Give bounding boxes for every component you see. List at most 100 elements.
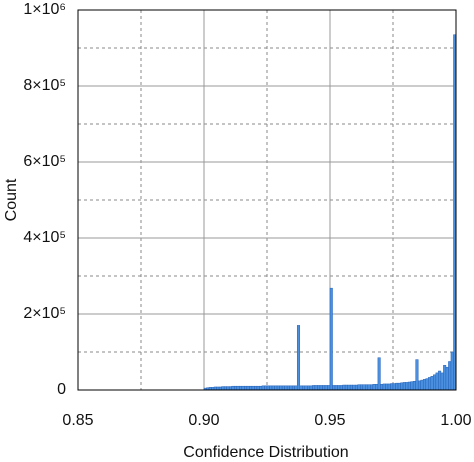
bar [244, 385, 248, 391]
bar [286, 385, 290, 391]
bar [410, 381, 414, 391]
bar [365, 384, 369, 391]
bar [357, 384, 361, 391]
bar [407, 381, 411, 391]
bar [289, 385, 293, 391]
bar [264, 385, 268, 391]
bar [314, 385, 318, 391]
bar [428, 377, 432, 391]
bar [420, 379, 424, 391]
bar [236, 385, 240, 391]
bar [422, 379, 427, 391]
y-tick-label: 4×10⁵ [23, 229, 66, 246]
bar [317, 385, 321, 391]
bar [307, 385, 311, 391]
bar [425, 378, 429, 391]
bar [228, 386, 232, 391]
bar [370, 384, 374, 391]
bar [304, 385, 308, 391]
bar [375, 384, 379, 391]
bar [390, 383, 394, 391]
plot-frame [77, 9, 457, 391]
bar [433, 374, 437, 391]
bar [359, 384, 364, 391]
bar [412, 381, 416, 391]
x-axis-title: Confidence Distribution [183, 444, 348, 461]
bar [241, 385, 245, 391]
bar [291, 385, 295, 391]
bar [223, 386, 227, 391]
bar [380, 384, 384, 391]
bar [226, 386, 230, 391]
x-tick-label: 0.90 [188, 412, 219, 429]
bar [405, 382, 409, 391]
x-tick-label: 1.00 [440, 412, 471, 429]
y-axis-title: Count [3, 178, 20, 221]
bar [400, 382, 404, 391]
bar [296, 325, 301, 391]
bar [354, 384, 358, 391]
bar [362, 384, 366, 391]
bar [334, 385, 338, 391]
bar [231, 385, 235, 391]
bar [349, 384, 353, 391]
bar [233, 385, 238, 391]
y-tick-label: 8×10⁵ [23, 77, 66, 94]
bar [269, 385, 273, 391]
y-tick-label: 1×10⁶ [23, 1, 66, 18]
bar [435, 372, 439, 391]
bar [274, 385, 278, 391]
bar [312, 385, 316, 391]
bar [261, 385, 265, 391]
y-tick-label: 6×10⁵ [23, 153, 66, 170]
bar [450, 351, 454, 391]
bar [259, 385, 263, 391]
bar [271, 385, 275, 391]
bar [395, 382, 399, 391]
bar [221, 386, 225, 391]
bar [256, 385, 260, 391]
grid [77, 9, 457, 391]
bar [281, 385, 285, 391]
bar [402, 382, 406, 391]
bar [254, 385, 258, 391]
bar [438, 370, 442, 391]
x-tick-label: 0.95 [314, 412, 345, 429]
x-tick-label: 0.85 [62, 412, 93, 429]
bar [387, 383, 391, 391]
bar [324, 385, 328, 391]
bar [392, 383, 396, 391]
bar [430, 376, 434, 391]
bar [415, 359, 419, 391]
bar [329, 287, 333, 391]
y-tick-label: 2×10⁵ [23, 305, 66, 322]
bar [279, 385, 283, 391]
bar [249, 385, 253, 391]
bar [302, 385, 306, 391]
bar [266, 385, 270, 391]
bar [440, 372, 444, 391]
bar [344, 384, 348, 391]
bar [417, 380, 421, 391]
bar [299, 385, 303, 391]
bar [309, 385, 313, 391]
bar [342, 384, 346, 391]
y-tick-label: 0 [57, 381, 66, 398]
bar [382, 383, 386, 391]
bar [377, 357, 381, 391]
bar [448, 361, 452, 391]
bar [367, 384, 371, 391]
bar [294, 385, 298, 391]
bar [239, 385, 243, 391]
bar [251, 385, 255, 391]
bar [397, 382, 401, 391]
bar [322, 385, 326, 391]
bar [443, 365, 447, 391]
bar [337, 385, 341, 391]
bar [276, 385, 280, 391]
bar [327, 385, 331, 391]
bar [339, 385, 343, 391]
bar [372, 384, 376, 391]
bar [385, 383, 389, 391]
